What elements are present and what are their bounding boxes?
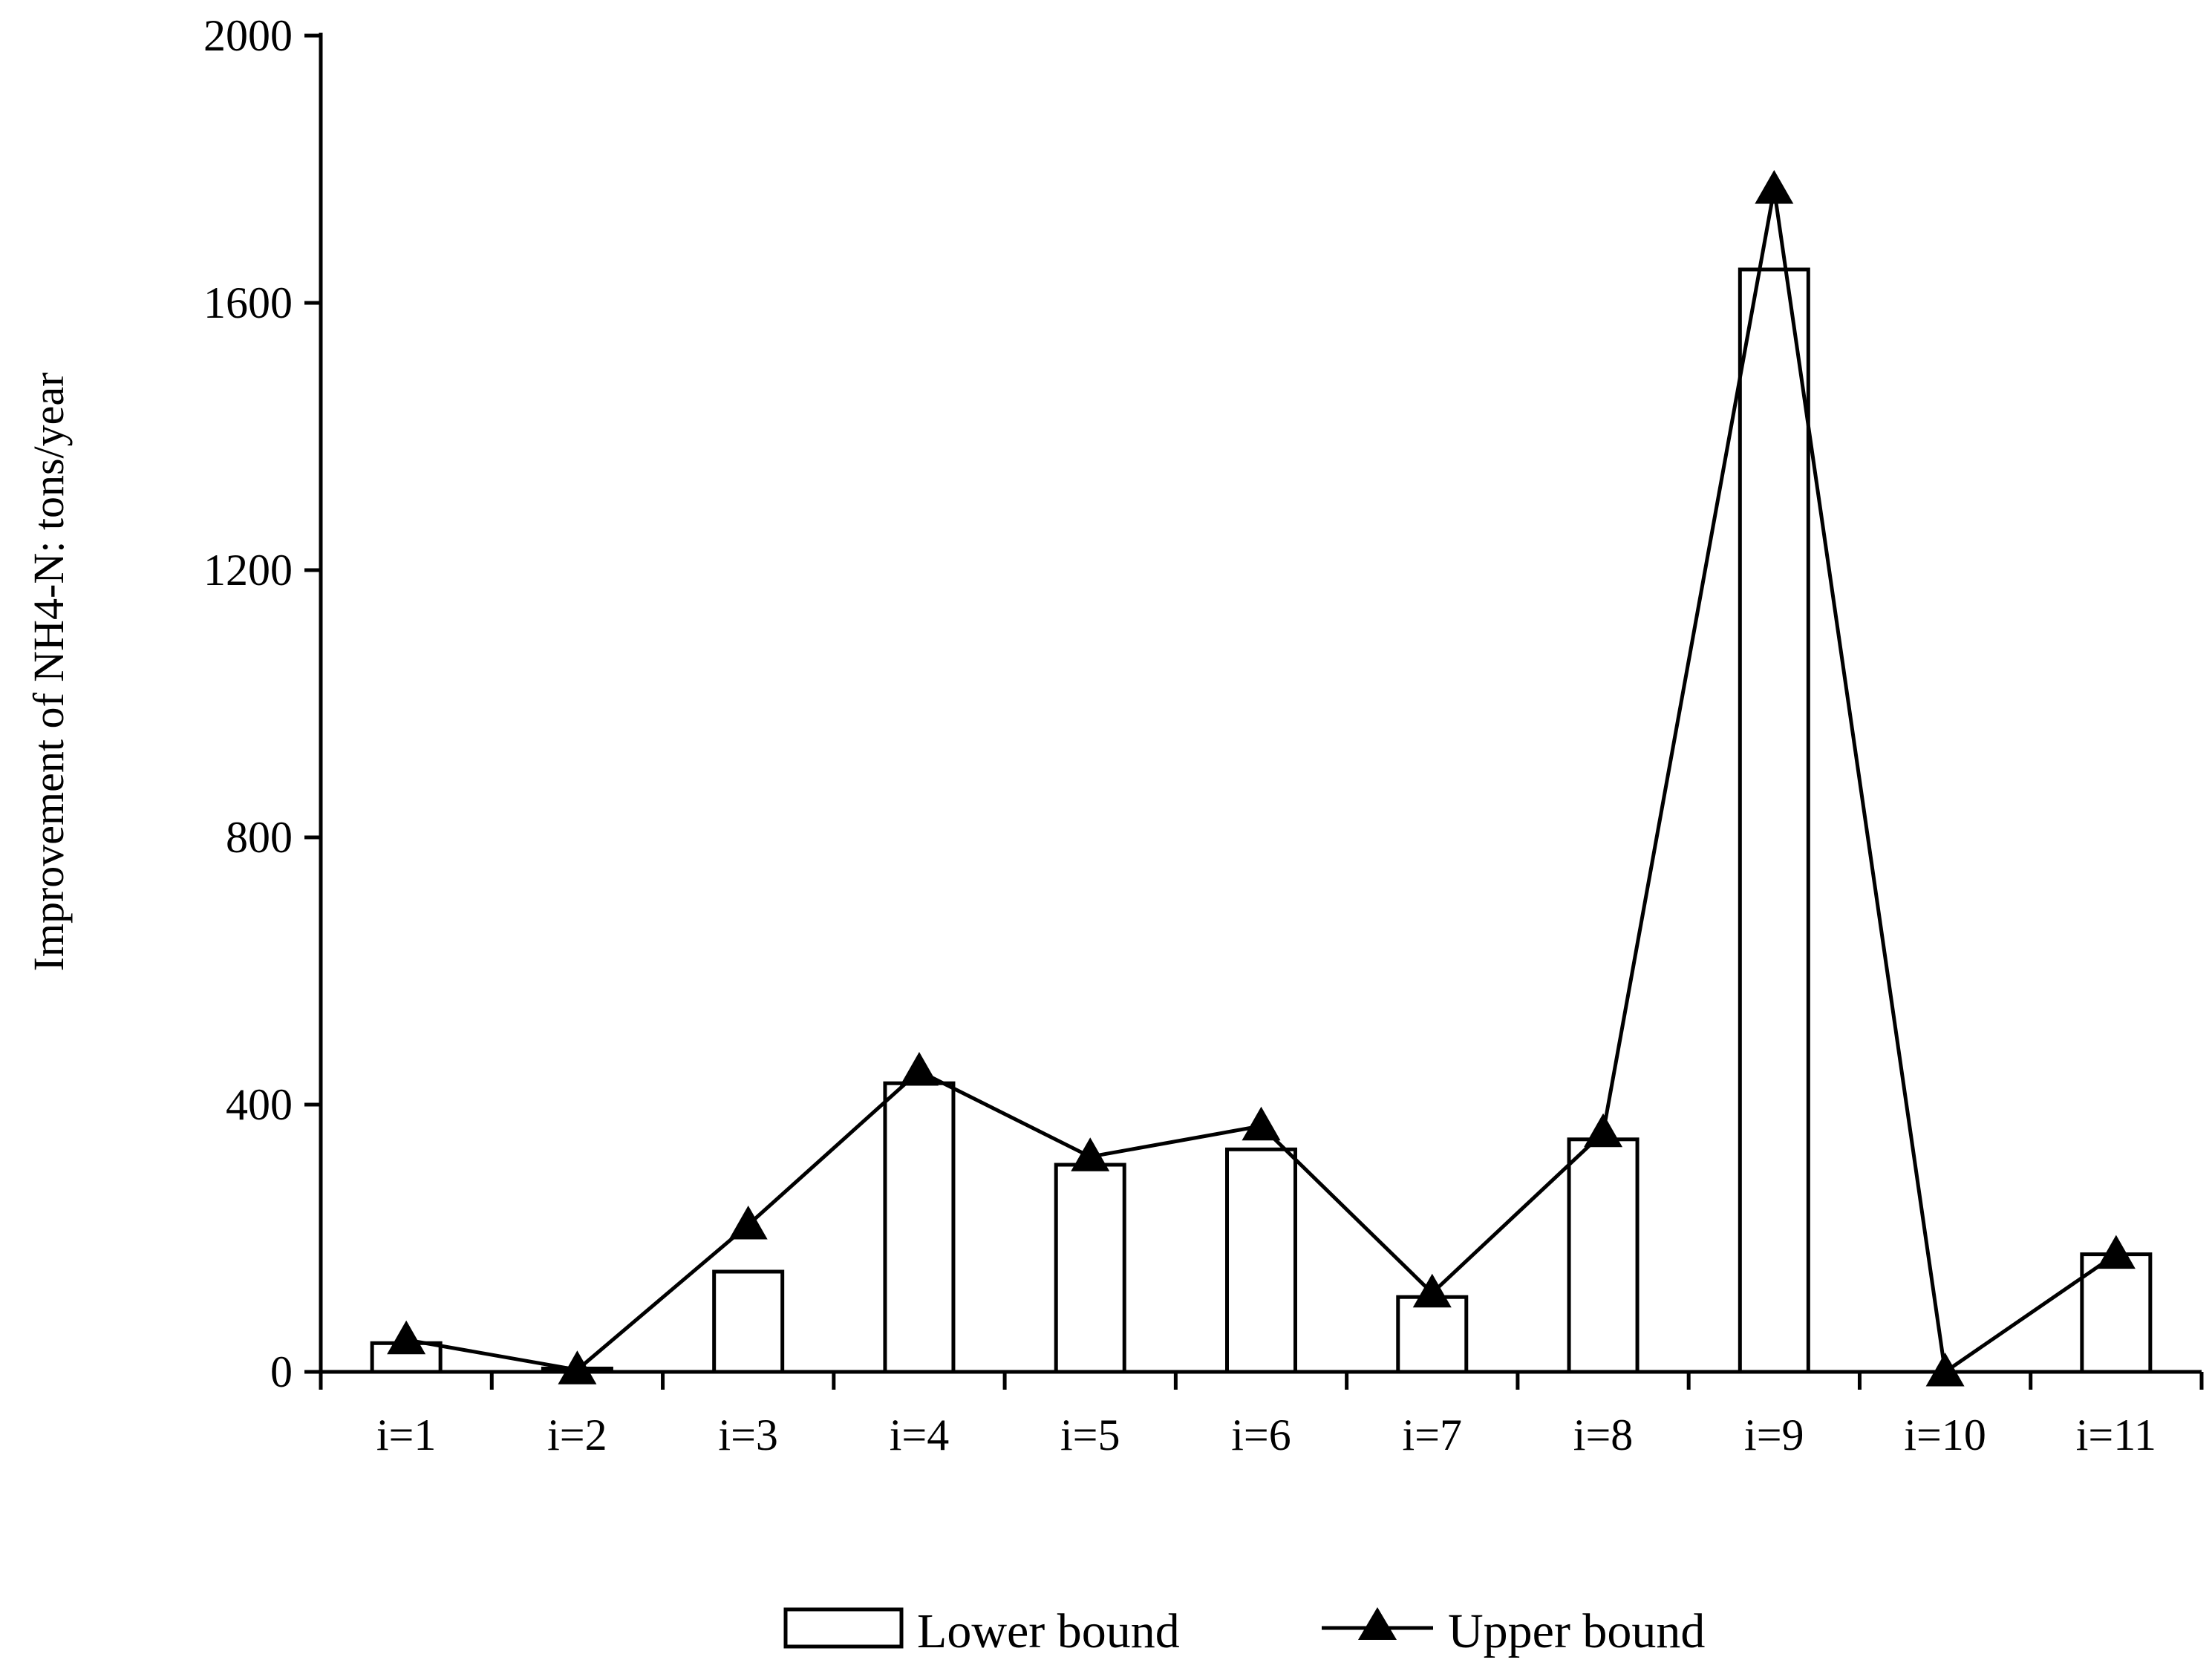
x-tick-label: i=6 xyxy=(1231,1410,1291,1459)
bar-lower-bound xyxy=(883,1081,956,1374)
point-upper-bound xyxy=(558,1350,597,1384)
point-upper-bound xyxy=(1071,1137,1110,1171)
bar-lower-bound xyxy=(1225,1147,1297,1374)
bar-lower-bound xyxy=(1396,1295,1469,1374)
x-tick-label: i=5 xyxy=(1060,1410,1120,1459)
y-tick-label: 1200 xyxy=(203,546,293,595)
y-tick-label: 2000 xyxy=(203,11,293,60)
legend: Lower bound Upper bound xyxy=(783,1604,1705,1658)
x-tick-label: i=10 xyxy=(1904,1410,1986,1459)
point-upper-bound xyxy=(1242,1106,1281,1141)
x-tick-label: i=8 xyxy=(1573,1410,1634,1459)
point-upper-bound xyxy=(387,1320,426,1355)
y-tick-label: 1600 xyxy=(203,278,293,327)
point-upper-bound xyxy=(1925,1353,1965,1387)
x-tick-label: i=9 xyxy=(1744,1410,1804,1459)
legend-label-upper-bound: Upper bound xyxy=(1448,1604,1705,1658)
point-upper-bound xyxy=(899,1052,939,1086)
bar-lower-bound xyxy=(712,1269,785,1374)
legend-swatch-lower-bound xyxy=(783,1607,904,1649)
point-upper-bound xyxy=(1584,1113,1623,1148)
x-tick-label: i=11 xyxy=(2076,1410,2156,1459)
x-tick-label: i=3 xyxy=(718,1410,778,1459)
point-upper-bound xyxy=(728,1206,768,1240)
legend-marker-upper-bound xyxy=(1358,1607,1397,1640)
bar-lower-bound xyxy=(1054,1163,1126,1374)
x-tick-label: i=4 xyxy=(890,1410,950,1459)
legend-label-lower-bound: Lower bound xyxy=(917,1604,1180,1658)
bar-lower-bound xyxy=(2080,1252,2153,1374)
x-tick-label: i=2 xyxy=(547,1410,607,1459)
point-upper-bound xyxy=(1412,1273,1452,1308)
point-upper-bound xyxy=(2096,1235,2136,1269)
y-tick-label: 800 xyxy=(226,813,293,862)
x-tick-label: i=1 xyxy=(376,1410,437,1459)
bar-lower-bound xyxy=(1738,267,1810,1374)
y-tick-label: 0 xyxy=(270,1347,293,1396)
y-axis-title: Improvement of NH4-N: tons/year xyxy=(25,373,73,972)
x-tick-label: i=7 xyxy=(1403,1410,1463,1459)
point-upper-bound xyxy=(1755,170,1794,204)
bar-lower-bound xyxy=(1567,1137,1640,1374)
plot-area: 0 400 800 1200 1600 2000 i=1 i=2 i=3 i=4 i=5 i=6 i=7… xyxy=(203,11,2204,1459)
y-tick-label: 400 xyxy=(226,1080,293,1129)
